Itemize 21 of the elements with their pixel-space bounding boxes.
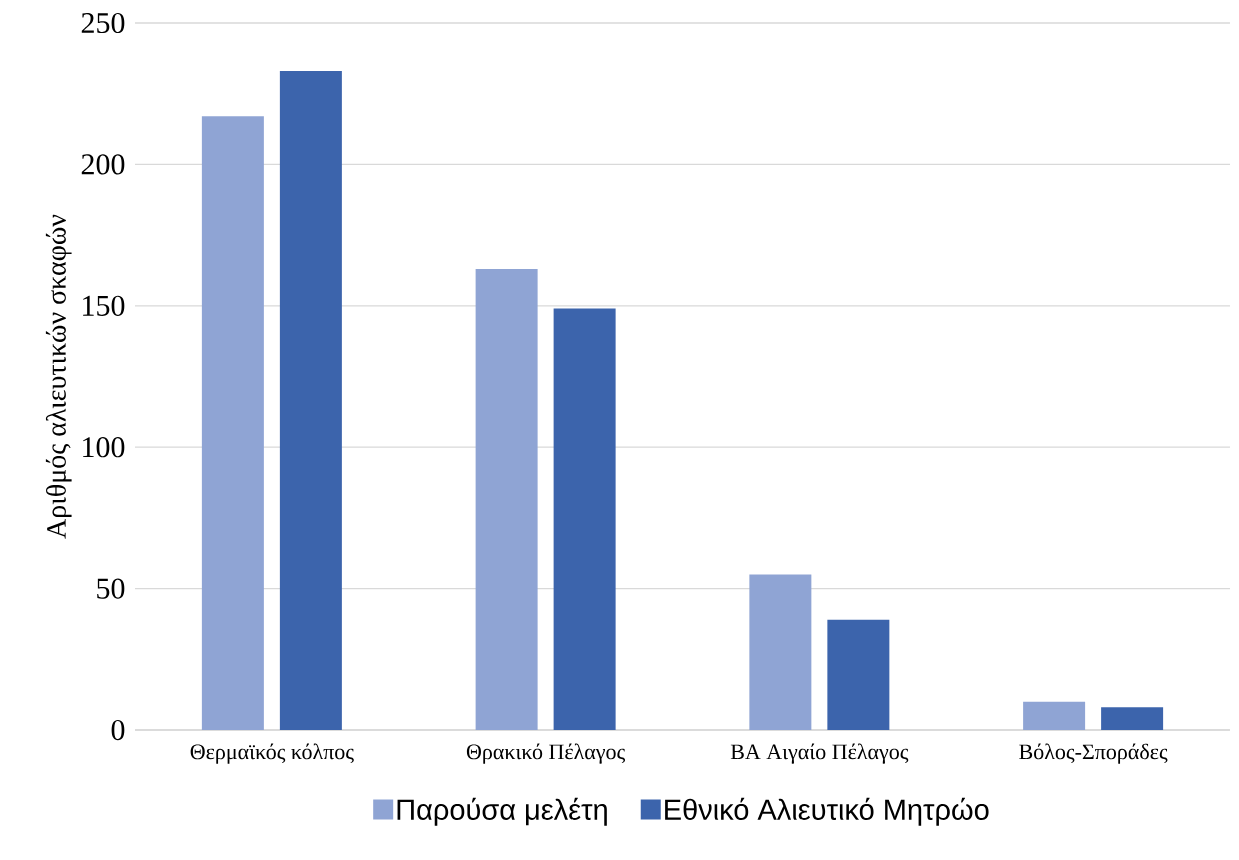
- x-tick-label: Θερμαϊκός κόλπος: [190, 743, 354, 764]
- y-tick-label: 200: [81, 154, 125, 175]
- x-tick-label: ΒΑ Αιγαίο Πέλαγος: [730, 743, 909, 764]
- x-tick-label: Βόλος-Σποράδες: [1019, 743, 1168, 764]
- y-tick-label: 250: [81, 12, 125, 34]
- x-tick-label: Θρακικό Πέλαγος: [466, 743, 626, 764]
- bar: [1101, 707, 1164, 730]
- y-axis-title: Αριθμός αλιευτικών σκαφών: [45, 214, 72, 539]
- y-tick-label: 0: [111, 719, 125, 741]
- y-tick-label: 100: [83, 437, 125, 458]
- legend-label: Εθνικό Αλιευτικό Μητρώο: [665, 797, 989, 826]
- bar: [279, 71, 342, 730]
- legend-label: Παρούσα μελέτη: [397, 797, 607, 826]
- bar: [475, 269, 538, 730]
- bar: [1023, 701, 1086, 730]
- y-tick-label: 150: [83, 295, 125, 316]
- y-tick-label: 50: [97, 578, 125, 599]
- bar: [827, 619, 890, 730]
- bar: [749, 574, 812, 730]
- bar: [201, 116, 264, 730]
- bar: [553, 308, 616, 730]
